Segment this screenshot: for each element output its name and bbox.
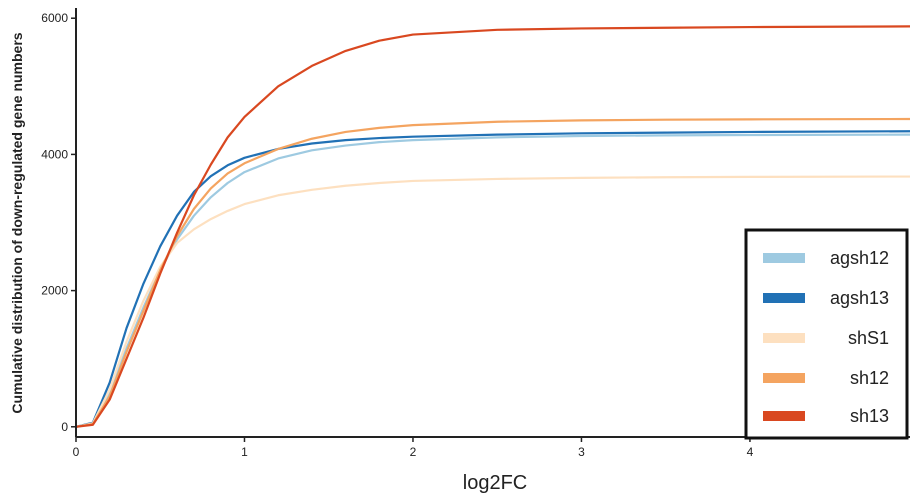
y-tick-label: 2000 [41,284,68,298]
legend-swatch-agsh13 [763,293,805,303]
x-axis-title: log2FC [463,472,527,494]
legend-label-shS1: shS1 [848,328,889,348]
legend-items: agsh12 agsh13 shS1 sh12 sh13 [763,248,889,426]
x-tick-label: 1 [241,445,248,459]
legend-swatch-shS1 [763,333,805,343]
x-tick-label: 2 [410,445,417,459]
x-tick-label: 4 [747,445,754,459]
y-axis-title: Cumulative distribution of down-regulate… [9,32,25,413]
series-line-sh12 [74,117,910,428]
y-tick-label: 0 [61,420,68,434]
legend-swatch-sh12 [763,373,805,383]
legend-swatch-sh13 [763,411,805,421]
x-tick-label: 3 [578,445,585,459]
series-line-agsh12 [74,133,910,428]
x-ticks: 0 1 2 3 4 [73,437,754,459]
legend-label-sh12: sh12 [850,368,889,388]
x-tick-label: 0 [73,445,80,459]
legend: agsh12 agsh13 shS1 sh12 sh13 [744,228,909,440]
series-line-sh13 [74,25,910,428]
series-line-agsh13 [74,130,910,428]
y-tick-label: 4000 [41,147,68,161]
legend-label-agsh12: agsh12 [830,248,889,268]
legend-swatch-agsh12 [763,253,805,263]
series-line-shS1 [74,175,910,428]
legend-label-agsh13: agsh13 [830,288,889,308]
y-tick-label: 6000 [41,11,68,25]
plot-area [74,25,910,428]
y-ticks: 0 2000 4000 6000 [41,11,76,434]
legend-label-sh13: sh13 [850,406,889,426]
